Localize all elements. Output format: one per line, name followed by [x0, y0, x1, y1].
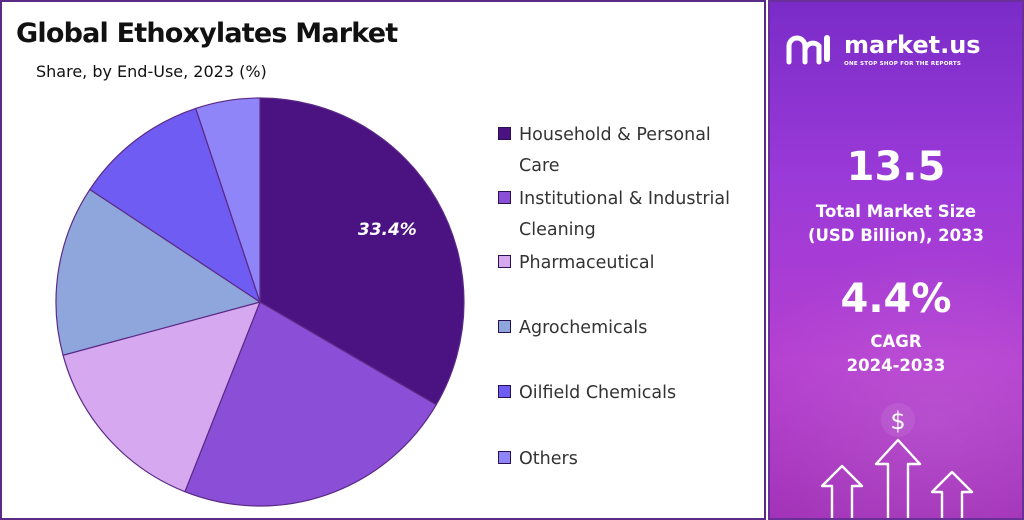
- chart-panel: Global Ethoxylates Market Share, by End-…: [0, 0, 766, 520]
- legend-swatch: [498, 320, 511, 333]
- legend-item-institutional-industrial-cleaning: Institutional & Industrial Cleaning: [498, 184, 759, 246]
- cagr-value: 4.4%: [840, 276, 952, 322]
- legend-item-agrochemicals: Agrochemicals: [498, 313, 759, 344]
- pie-slice-others: [194, 97, 261, 303]
- pie-slice-agrochemicals: [55, 188, 262, 356]
- pie-data-label: 33.4%: [358, 220, 417, 240]
- dollar-icon: $: [890, 407, 905, 435]
- chart-legend: Household & Personal Care Institutional &…: [498, 120, 760, 480]
- market-summary-panel: market.us ONE STOP SHOP FOR THE REPORTS …: [768, 0, 1024, 520]
- pie-slice-household-personal-care: [259, 97, 465, 406]
- market-size-value: 13.5: [846, 144, 946, 190]
- pie-slice-institutional-industrial-cleaning: [184, 301, 438, 507]
- legend-label: Household & Personal Care: [519, 125, 711, 176]
- legend-label: Agrochemicals: [519, 318, 648, 338]
- legend-item-oilfield-chemicals: Oilfield Chemicals: [498, 378, 759, 409]
- legend-swatch: [498, 255, 511, 268]
- legend-swatch: [498, 127, 511, 140]
- market-us-logo-icon: [786, 35, 830, 65]
- legend-item-household-personal-care: Household & Personal Care: [498, 120, 759, 182]
- legend-label: Pharmaceutical: [519, 253, 655, 273]
- growth-arrows-icon: $: [820, 403, 974, 518]
- chart-subtitle: Share, by End-Use, 2023 (%): [36, 62, 267, 81]
- market-size-label: Total Market Size (USD Billion), 2033: [807, 202, 985, 245]
- legend-label: Others: [519, 449, 578, 469]
- brand-tagline: ONE STOP SHOP FOR THE REPORTS: [844, 61, 962, 67]
- pie-chart: 33.4%: [55, 97, 465, 507]
- brand-name: market.us: [844, 31, 981, 59]
- chart-title: Global Ethoxylates Market: [16, 18, 398, 49]
- legend-item-pharmaceutical: Pharmaceutical: [498, 248, 759, 279]
- legend-swatch: [498, 451, 511, 464]
- legend-swatch: [498, 385, 511, 398]
- legend-label: Institutional & Industrial Cleaning: [519, 189, 730, 240]
- background-glow: [770, 242, 1022, 518]
- cagr-label: CAGR 2024-2033: [846, 332, 946, 375]
- pie-slice-pharmaceutical: [62, 301, 261, 493]
- pie-slice-oilfield-chemicals: [89, 107, 262, 304]
- legend-swatch: [498, 191, 511, 204]
- legend-item-others: Others: [498, 444, 759, 475]
- legend-label: Oilfield Chemicals: [519, 383, 677, 403]
- brand-logo[interactable]: market.us ONE STOP SHOP FOR THE REPORTS: [786, 30, 1012, 76]
